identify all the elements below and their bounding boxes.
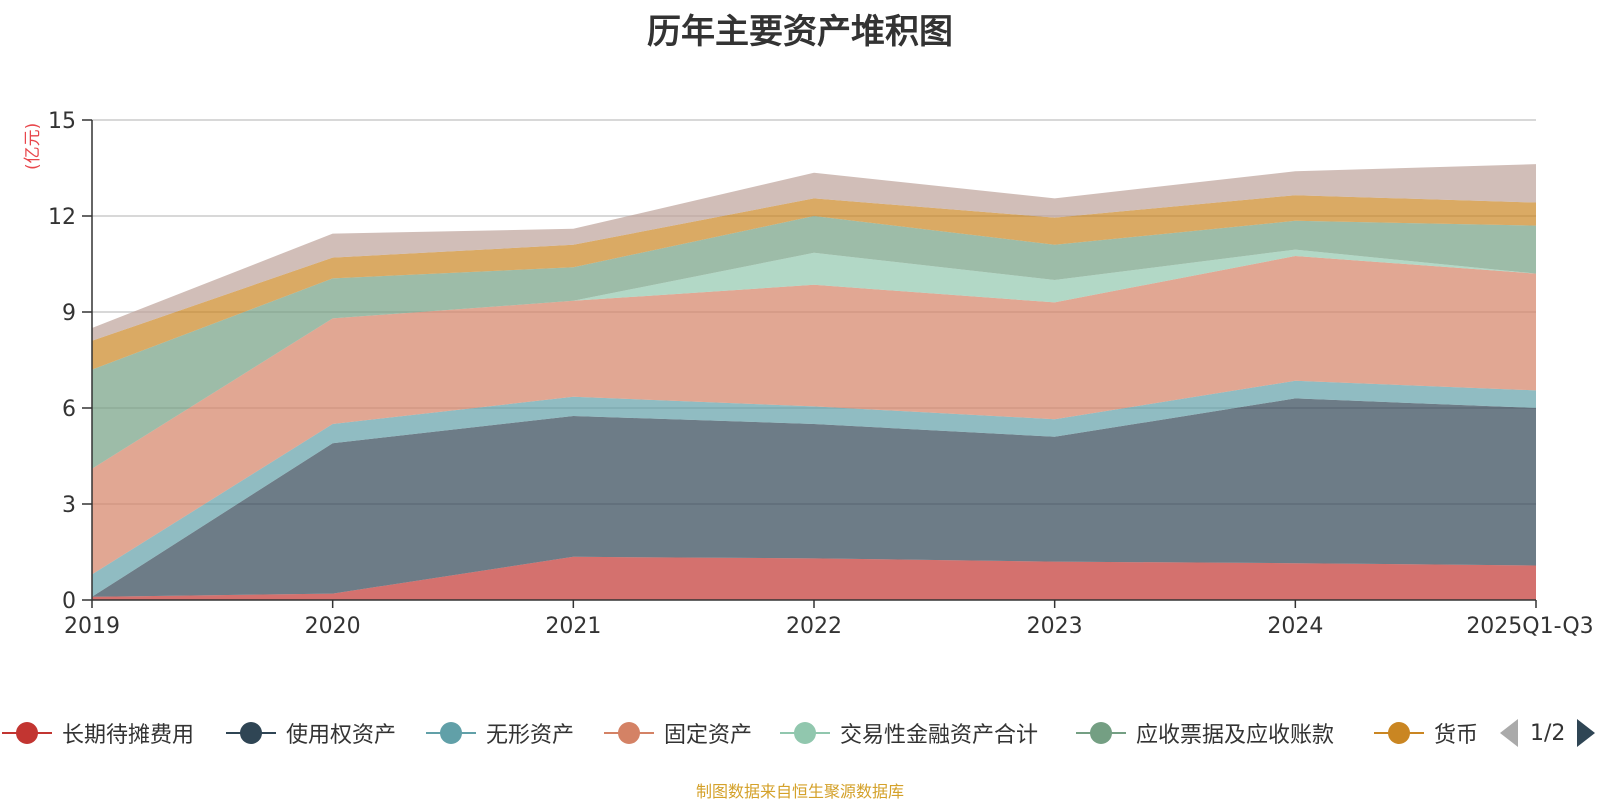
legend-label: 使用权资产	[286, 723, 397, 748]
legend-item[interactable]: 应收票据及应收账款	[1076, 713, 1334, 753]
legend-label: 长期待摊费用	[62, 723, 195, 748]
legend-item[interactable]: 使用权资产	[226, 713, 396, 753]
source-note: 制图数据来自恒生聚源数据库	[695, 782, 904, 801]
area-series-固定资产	[92, 256, 1536, 575]
legend-marker-icon	[780, 718, 830, 748]
axes: 0 3 6 9 12 15 2019 2020 2021 2022 2023 2024 2025Q1-Q…	[48, 109, 1594, 639]
chart-title: 历年主要资产堆积图	[647, 12, 953, 52]
legend-pager: 1/2	[1500, 713, 1596, 753]
legend-label: 无形资产	[486, 723, 575, 748]
area-series	[92, 164, 1536, 600]
legend-marker-icon	[226, 718, 276, 748]
y-tick-label: 0	[62, 589, 76, 614]
area-series-其他	[92, 164, 1536, 341]
x-tick-label: 2025Q1-Q3	[1466, 614, 1593, 639]
x-tick-label: 2024	[1267, 614, 1323, 639]
legend-label: 货币	[1434, 723, 1479, 748]
legend-item[interactable]: 固定资产	[604, 713, 752, 753]
legend: 长期待摊费用 使用权资产 无形资产 固定资产 交易性金融资产合计 应收票据及应收…	[0, 713, 1600, 753]
y-tick-label: 6	[62, 397, 76, 422]
legend-item[interactable]: 无形资产	[426, 713, 574, 753]
legend-item[interactable]: 交易性金融资产合计	[780, 713, 1038, 753]
x-tick-label: 2019	[64, 614, 120, 639]
stacked-area-chart: 0 3 6 9 12 15 2019 2020 2021 2022 2023 2024 2025Q1-Q…	[48, 109, 1594, 639]
legend-marker-icon	[2, 718, 52, 748]
legend-prev-page-icon[interactable]	[1500, 719, 1518, 747]
legend-item[interactable]: 货币	[1374, 713, 1478, 753]
legend-marker-icon	[1374, 718, 1424, 748]
y-tick-label: 9	[62, 301, 76, 326]
legend-marker-icon	[1076, 718, 1126, 748]
area-series-应收票据及应收账款	[92, 216, 1536, 469]
y-tick-label: 15	[48, 109, 76, 134]
legend-label: 固定资产	[664, 723, 753, 748]
x-tick-label: 2020	[305, 614, 361, 639]
x-tick-label: 2022	[786, 614, 842, 639]
legend-marker-icon	[604, 718, 654, 748]
y-tick-label: 12	[48, 205, 76, 230]
legend-label: 交易性金融资产合计	[840, 723, 1039, 748]
area-series-无形资产	[92, 380, 1536, 597]
legend-item[interactable]: 长期待摊费用	[2, 713, 194, 753]
legend-marker-icon	[426, 718, 476, 748]
x-tick-label: 2021	[545, 614, 601, 639]
legend-label: 应收票据及应收账款	[1136, 723, 1335, 748]
area-series-货币	[92, 195, 1536, 370]
y-tick-label: 3	[62, 493, 76, 518]
area-series-长期待摊费用	[92, 556, 1536, 600]
legend-page-indicator: 1/2	[1530, 720, 1566, 746]
area-series-使用权资产	[92, 398, 1536, 597]
legend-next-page-icon[interactable]	[1577, 719, 1596, 747]
x-tick-label: 2023	[1027, 614, 1083, 639]
